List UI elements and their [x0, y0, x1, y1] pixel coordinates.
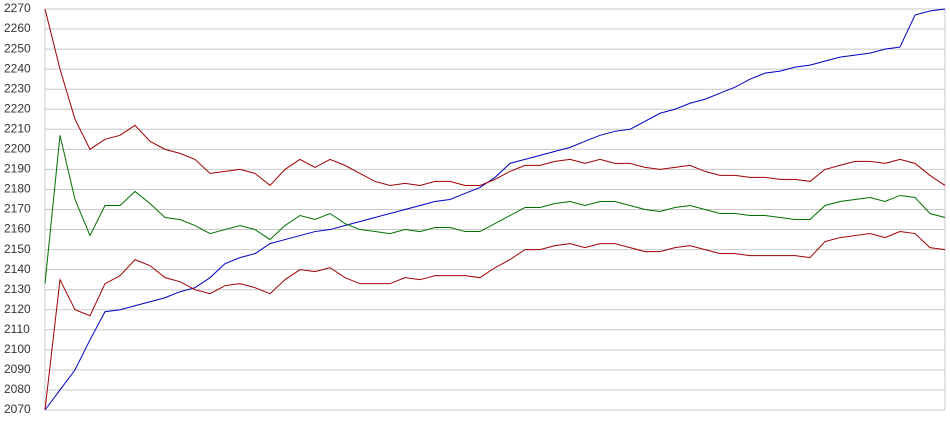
y-tick-label: 2160	[4, 222, 31, 236]
y-tick-label: 2230	[4, 81, 31, 95]
y-tick-label: 2130	[4, 282, 31, 296]
y-tick-label: 2120	[4, 302, 31, 316]
y-tick-label: 2190	[4, 162, 31, 176]
y-tick-label: 2210	[4, 121, 31, 135]
series-line	[44, 8, 946, 411]
y-tick-label: 2090	[4, 362, 31, 376]
y-tick-label: 2170	[4, 202, 31, 216]
series-line	[44, 231, 946, 411]
y-tick-label: 2150	[4, 242, 31, 256]
y-tick-label: 2250	[4, 41, 31, 55]
y-tick-label: 2140	[4, 262, 31, 276]
y-tick-label: 2270	[4, 1, 31, 15]
y-tick-label: 2110	[4, 322, 30, 336]
y-tick-label: 2070	[4, 402, 31, 416]
y-tick-label: 2260	[4, 21, 31, 35]
series-line	[44, 135, 946, 284]
y-tick-label: 2200	[4, 142, 31, 156]
y-tick-label: 2220	[4, 101, 31, 115]
y-tick-label: 2100	[4, 342, 31, 356]
y-tick-label: 2240	[4, 61, 31, 75]
series-line	[44, 8, 946, 187]
y-tick-label: 2180	[4, 182, 31, 196]
y-tick-label: 2080	[4, 382, 31, 396]
